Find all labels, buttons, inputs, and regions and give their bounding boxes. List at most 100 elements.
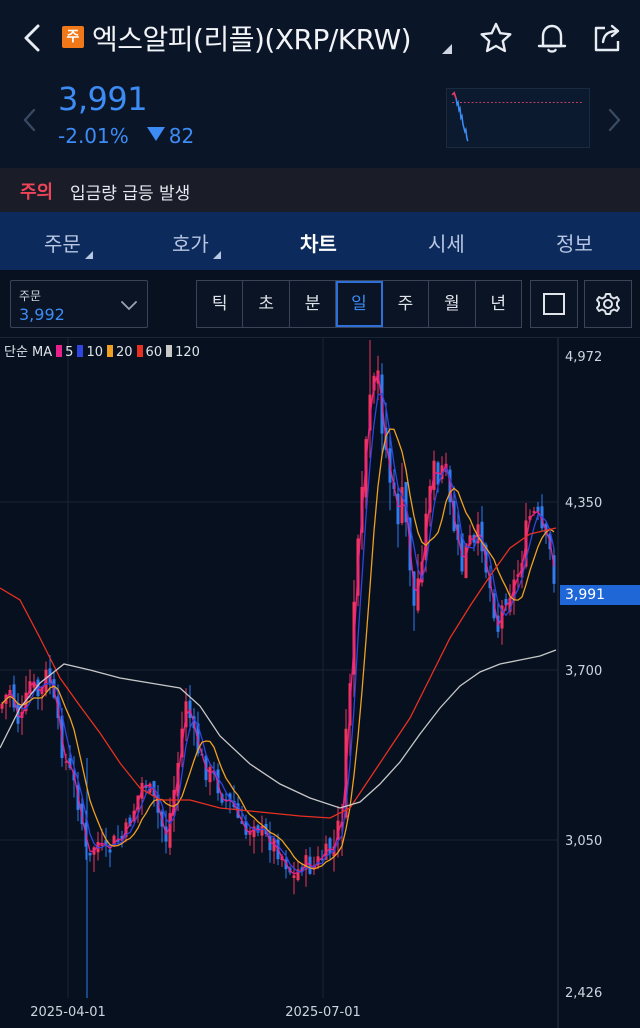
candle-body [88,852,92,856]
candle-body [416,578,420,611]
chevron-down-icon [121,301,137,311]
prev-coin-icon[interactable] [18,100,42,140]
ma10-label: 10 [86,345,103,360]
tab-order[interactable]: 주문 [44,228,93,259]
ma5-swatch [56,345,63,357]
change-percent: -2.01% [58,124,129,148]
candle-body [120,835,124,839]
tab-info[interactable]: 정보 [556,232,593,256]
period-month[interactable]: 월 [429,281,476,327]
candle-body [464,543,468,578]
y-tick-label: 2,426 [565,986,602,1001]
candle-body [32,681,36,688]
candle-body [64,761,68,763]
candle-body [504,598,508,606]
candle-body [320,858,324,860]
ma20-swatch [107,345,113,357]
warning-notice[interactable]: 주의 입금량 급등 발생 [0,168,640,212]
star-icon[interactable] [478,20,514,56]
share-icon[interactable] [590,20,626,56]
candle-body [404,481,408,523]
bell-icon[interactable] [534,20,570,56]
candle-body [312,865,316,870]
candle-body [544,523,548,534]
candle-body [284,859,288,870]
candle-body [44,669,48,693]
candle-body [328,838,332,854]
candle-body [532,511,536,513]
ma60-label: 60 [145,345,163,360]
candle-body [520,562,524,578]
candle-body [336,820,340,840]
period-minute[interactable]: 분 [290,281,337,327]
chart-settings-button[interactable] [584,280,632,328]
candle-body [296,869,300,881]
candle-body [552,555,556,584]
back-icon[interactable] [14,18,50,58]
square-icon [543,293,565,315]
tab-orderbook-sub-icon [212,251,221,259]
ma10-line [1,392,555,873]
order-select-value: 3,992 [19,305,65,324]
candle-body [436,462,440,485]
period-selector: 틱 초 분 일 주 월 년 [196,280,522,328]
order-select-label: 주문 [19,289,42,303]
candle-body [68,758,72,768]
candle-body [212,772,216,774]
candle-body [304,855,308,870]
ma5-label: 5 [65,345,74,360]
period-day[interactable]: 일 [336,281,383,327]
x-tick-label: 2025-04-01 [30,1005,106,1020]
price-axis: 4,972 4,350 3,700 3,050 2,426 2025-04-01 2025-… [30,350,602,1020]
current-price-marker: 3,991 [560,585,640,605]
candle-body [456,524,460,540]
next-coin-icon[interactable] [602,100,626,140]
warning-message: 입금량 급등 발생 [70,184,191,204]
x-tick-label: 2025-07-01 [285,1005,361,1020]
candle-body [224,799,228,801]
y-tick-label: 3,050 [565,834,602,849]
candle-body [260,825,264,836]
candle-body [112,835,116,847]
candle-body [292,875,296,878]
ma60-line [0,527,557,819]
current-price: 3,991 [58,80,148,118]
candle-body [228,793,232,801]
tab-market[interactable]: 시세 [428,232,465,256]
tab-chart[interactable]: 차트 [300,232,337,256]
order-select[interactable]: 주문 3,992 [10,280,148,328]
candle-body [252,826,256,838]
coin-title[interactable]: 엑스알피(리플)(XRP/KRW) [92,23,412,56]
candle-body [128,817,132,827]
period-week[interactable]: 주 [383,281,430,327]
period-second[interactable]: 초 [243,281,290,327]
change-value: 82 [168,124,195,148]
candle-body [508,597,512,612]
y-tick-label: 4,972 [565,350,602,365]
period-year[interactable]: 년 [490,294,507,314]
title-dropdown-icon[interactable] [442,44,452,54]
y-tick-label: 3,700 [565,664,602,679]
mini-chart[interactable] [446,88,590,148]
warning-tag: 주의 [20,182,54,203]
candle-body [208,767,212,783]
drawing-tool-button[interactable] [530,280,578,328]
ma-legend[interactable]: 단순 MA 5 10 20 60 120 [4,341,200,360]
candle-body [132,810,136,821]
ma60-swatch [136,345,143,357]
ma10-swatch [77,345,84,357]
candle-body [12,684,16,708]
ma120-label: 120 [175,345,200,360]
period-tick[interactable]: 틱 [197,281,244,327]
candle-body [236,803,240,818]
price-chart[interactable]: 4,972 4,350 3,700 3,050 2,426 2025-04-01 2025-… [0,338,640,1028]
y-tick-label: 4,350 [565,496,602,511]
candle-body [0,703,4,709]
candle-body [116,840,120,842]
main-tabs: 주문 호가 차트 시세 정보 [0,212,640,270]
ma20-line [1,428,555,870]
ma120-swatch [166,345,173,357]
tab-orderbook[interactable]: 호가 [172,228,221,259]
down-triangle-icon [146,127,165,141]
candle-body [440,465,444,480]
